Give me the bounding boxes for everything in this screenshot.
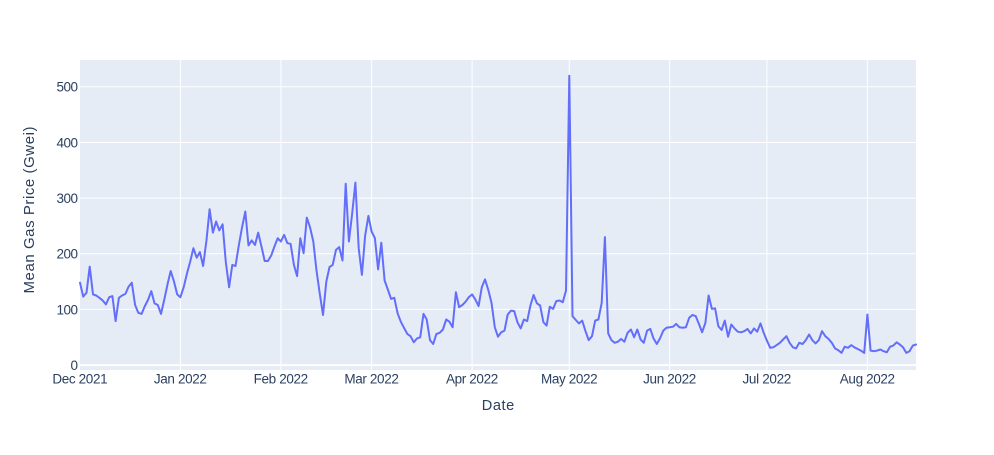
svg-text:Dec 2021: Dec 2021 [52, 372, 107, 387]
svg-text:Mar 2022: Mar 2022 [344, 372, 399, 387]
svg-text:0: 0 [70, 358, 78, 373]
svg-text:400: 400 [57, 135, 79, 150]
svg-text:100: 100 [57, 302, 79, 317]
svg-text:Date: Date [482, 398, 514, 414]
svg-text:Jul 2022: Jul 2022 [743, 372, 792, 387]
svg-text:May 2022: May 2022 [541, 372, 598, 387]
svg-text:Aug 2022: Aug 2022 [840, 372, 895, 387]
svg-text:Apr 2022: Apr 2022 [446, 372, 498, 387]
svg-text:Mean Gas Price (Gwei): Mean Gas Price (Gwei) [21, 127, 38, 294]
svg-text:200: 200 [57, 247, 79, 262]
svg-text:300: 300 [57, 191, 79, 206]
svg-text:Jun 2022: Jun 2022 [643, 372, 696, 387]
svg-text:Jan 2022: Jan 2022 [154, 372, 207, 387]
svg-text:500: 500 [57, 80, 79, 95]
svg-text:Feb 2022: Feb 2022 [254, 372, 309, 387]
